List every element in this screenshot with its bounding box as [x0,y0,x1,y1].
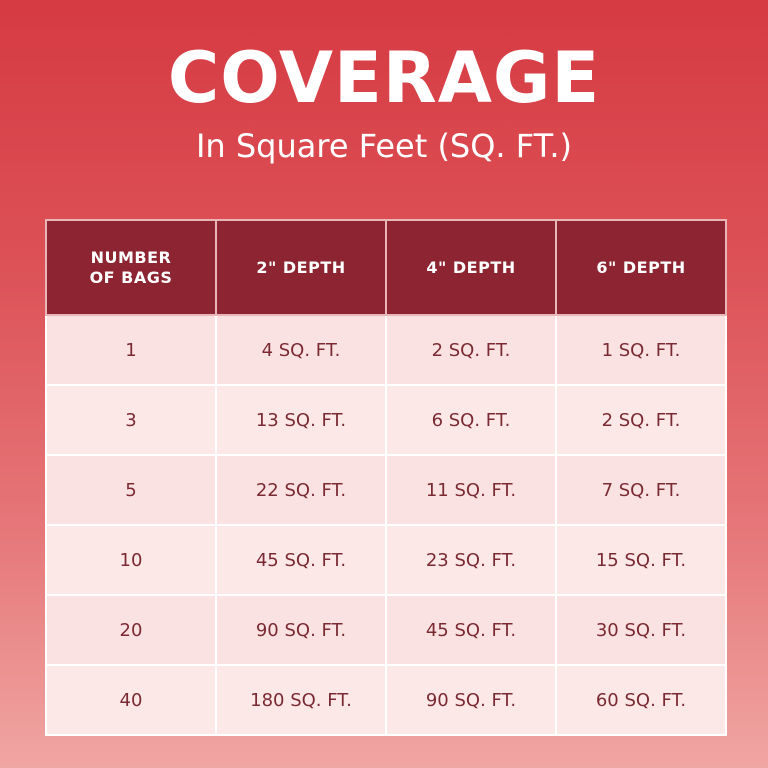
cell-bags: 3 [45,384,217,456]
header-6-inch-depth: 6" DEPTH [555,219,727,316]
header-2-inch-depth: 2" DEPTH [215,219,387,316]
cell-2-inch: 13 SQ. FT. [215,384,387,456]
header-label: NUMBER OF BAGS [89,247,173,287]
page-title: COVERAGE [167,37,601,119]
cell-2-inch: 4 SQ. FT. [215,314,387,386]
header-4-inch-depth: 4" DEPTH [385,219,557,316]
cell-6-inch: 2 SQ. FT. [555,384,727,456]
coverage-table: NUMBER OF BAGS 2" DEPTH 4" DEPTH 6" DEPT… [45,219,727,736]
cell-4-inch: 23 SQ. FT. [385,524,557,596]
cell-bags: 40 [45,664,217,736]
cell-4-inch: 6 SQ. FT. [385,384,557,456]
cell-2-inch: 22 SQ. FT. [215,454,387,526]
table-row: 5 22 SQ. FT. 11 SQ. FT. 7 SQ. FT. [45,454,727,526]
cell-4-inch: 45 SQ. FT. [385,594,557,666]
table-row: 1 4 SQ. FT. 2 SQ. FT. 1 SQ. FT. [45,314,727,386]
table-row: 40 180 SQ. FT. 90 SQ. FT. 60 SQ. FT. [45,664,727,736]
cell-2-inch: 90 SQ. FT. [215,594,387,666]
header-label: 2" DEPTH [256,257,346,277]
cell-2-inch: 180 SQ. FT. [215,664,387,736]
cell-bags: 1 [45,314,217,386]
cell-6-inch: 30 SQ. FT. [555,594,727,666]
header-number-of-bags: NUMBER OF BAGS [45,219,217,316]
cell-bags: 20 [45,594,217,666]
cell-6-inch: 60 SQ. FT. [555,664,727,736]
page-subtitle: In Square Feet (SQ. FT.) [195,127,573,165]
cell-6-inch: 7 SQ. FT. [555,454,727,526]
cell-4-inch: 2 SQ. FT. [385,314,557,386]
cell-2-inch: 45 SQ. FT. [215,524,387,596]
cell-4-inch: 11 SQ. FT. [385,454,557,526]
cell-bags: 5 [45,454,217,526]
header-label: 4" DEPTH [426,257,516,277]
cell-bags: 10 [45,524,217,596]
table-row: 10 45 SQ. FT. 23 SQ. FT. 15 SQ. FT. [45,524,727,596]
header-label: 6" DEPTH [596,257,686,277]
cell-4-inch: 90 SQ. FT. [385,664,557,736]
table-row: 3 13 SQ. FT. 6 SQ. FT. 2 SQ. FT. [45,384,727,456]
table-row: 20 90 SQ. FT. 45 SQ. FT. 30 SQ. FT. [45,594,727,666]
cell-6-inch: 1 SQ. FT. [555,314,727,386]
cell-6-inch: 15 SQ. FT. [555,524,727,596]
table-header-row: NUMBER OF BAGS 2" DEPTH 4" DEPTH 6" DEPT… [45,219,727,316]
